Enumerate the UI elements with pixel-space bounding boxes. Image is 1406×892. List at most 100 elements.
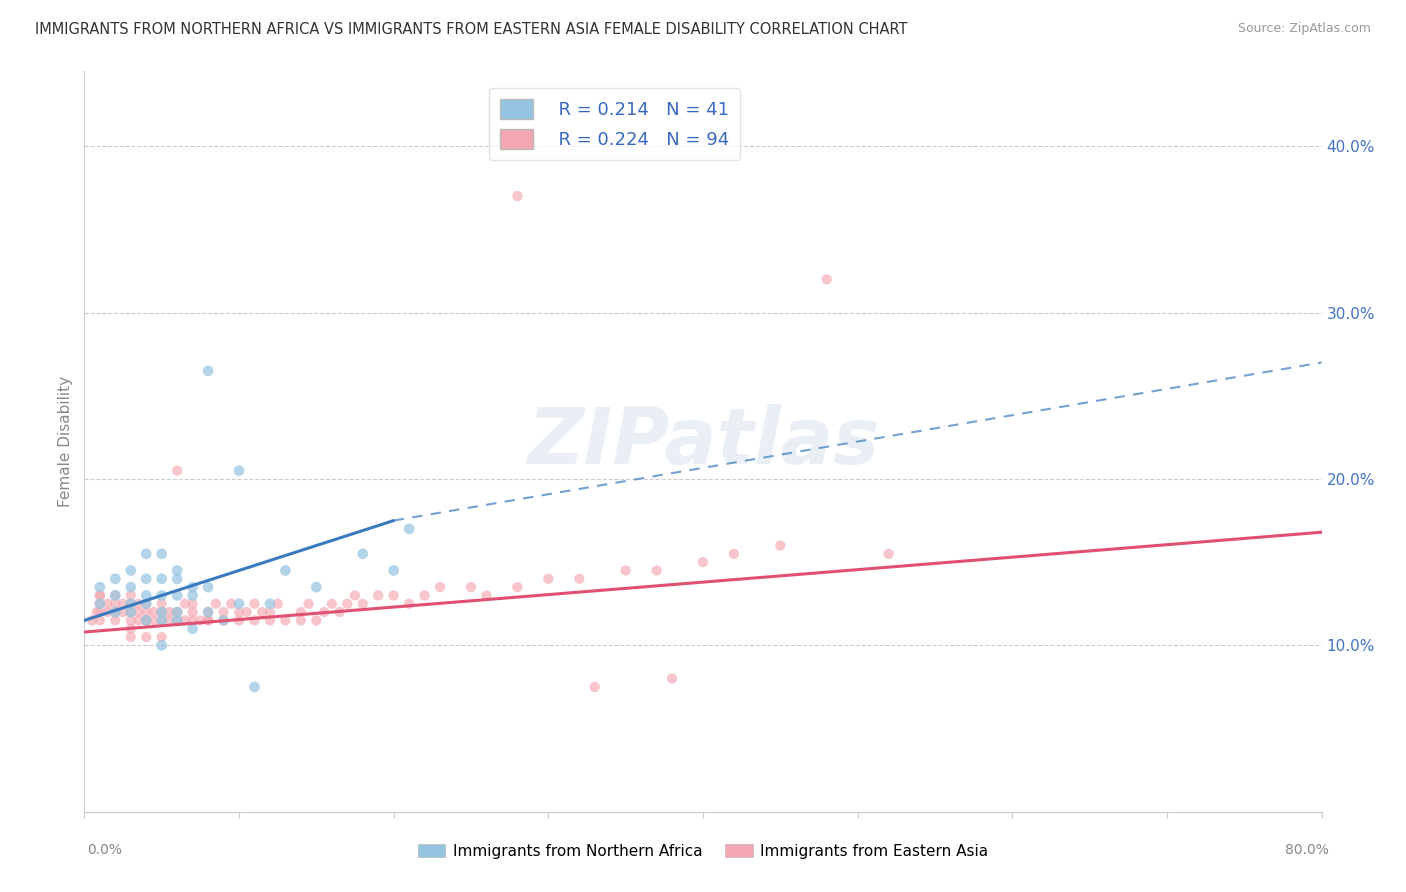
Point: [120, 605, 142, 619]
Point: [344, 589, 367, 603]
Point: [135, 614, 157, 628]
Point: [243, 614, 266, 628]
Point: [212, 614, 235, 628]
Point: [252, 605, 274, 619]
Point: [120, 589, 142, 603]
Point: [259, 597, 281, 611]
Point: [135, 605, 157, 619]
Point: [150, 614, 173, 628]
Point: [128, 597, 150, 611]
Point: [382, 564, 405, 578]
Point: [290, 605, 312, 619]
Point: [197, 580, 219, 594]
Point: [352, 597, 374, 611]
Point: [120, 630, 142, 644]
Point: [259, 605, 281, 619]
Point: [212, 614, 235, 628]
Point: [537, 572, 560, 586]
Point: [135, 597, 157, 611]
Point: [228, 605, 250, 619]
Point: [104, 597, 127, 611]
Point: [267, 597, 290, 611]
Point: [228, 614, 250, 628]
Point: [112, 605, 135, 619]
Point: [236, 605, 259, 619]
Point: [128, 614, 150, 628]
Point: [197, 605, 219, 619]
Point: [506, 580, 529, 594]
Point: [89, 614, 111, 628]
Point: [159, 605, 181, 619]
Point: [120, 580, 142, 594]
Point: [104, 572, 127, 586]
Text: ZIPatlas: ZIPatlas: [527, 403, 879, 480]
Point: [120, 597, 142, 611]
Point: [429, 580, 451, 594]
Point: [398, 522, 420, 536]
Point: [181, 614, 204, 628]
Point: [723, 547, 745, 561]
Point: [89, 597, 111, 611]
Point: [877, 547, 900, 561]
Point: [150, 547, 173, 561]
Point: [150, 630, 173, 644]
Point: [159, 614, 181, 628]
Point: [166, 564, 188, 578]
Point: [166, 464, 188, 478]
Point: [143, 605, 166, 619]
Point: [104, 605, 127, 619]
Point: [150, 605, 173, 619]
Point: [274, 614, 297, 628]
Point: [367, 589, 389, 603]
Point: [274, 564, 297, 578]
Point: [166, 589, 188, 603]
Point: [89, 589, 111, 603]
Point: [135, 630, 157, 644]
Point: [197, 614, 219, 628]
Point: [221, 597, 243, 611]
Point: [506, 189, 529, 203]
Point: [298, 597, 321, 611]
Point: [150, 597, 173, 611]
Point: [112, 597, 135, 611]
Point: [150, 638, 173, 652]
Point: [398, 597, 420, 611]
Point: [120, 605, 142, 619]
Point: [181, 605, 204, 619]
Point: [212, 605, 235, 619]
Text: 0.0%: 0.0%: [87, 843, 122, 857]
Point: [568, 572, 591, 586]
Point: [614, 564, 637, 578]
Point: [128, 605, 150, 619]
Point: [82, 614, 104, 628]
Point: [135, 614, 157, 628]
Point: [321, 597, 343, 611]
Point: [174, 614, 197, 628]
Point: [769, 539, 792, 553]
Y-axis label: Female Disability: Female Disability: [58, 376, 73, 508]
Point: [661, 672, 683, 686]
Point: [181, 580, 204, 594]
Point: [135, 589, 157, 603]
Point: [89, 580, 111, 594]
Point: [166, 605, 188, 619]
Point: [413, 589, 436, 603]
Point: [692, 555, 714, 569]
Point: [352, 547, 374, 561]
Point: [243, 597, 266, 611]
Point: [228, 464, 250, 478]
Point: [205, 597, 228, 611]
Point: [104, 589, 127, 603]
Point: [89, 597, 111, 611]
Point: [135, 614, 157, 628]
Point: [197, 605, 219, 619]
Point: [166, 605, 188, 619]
Legend:   R = 0.214   N = 41,   R = 0.224   N = 94: R = 0.214 N = 41, R = 0.224 N = 94: [489, 87, 740, 161]
Text: IMMIGRANTS FROM NORTHERN AFRICA VS IMMIGRANTS FROM EASTERN ASIA FEMALE DISABILIT: IMMIGRANTS FROM NORTHERN AFRICA VS IMMIG…: [35, 22, 908, 37]
Legend: Immigrants from Northern Africa, Immigrants from Eastern Asia: Immigrants from Northern Africa, Immigra…: [412, 838, 994, 864]
Point: [166, 614, 188, 628]
Point: [336, 597, 359, 611]
Point: [181, 589, 204, 603]
Point: [120, 564, 142, 578]
Point: [475, 589, 498, 603]
